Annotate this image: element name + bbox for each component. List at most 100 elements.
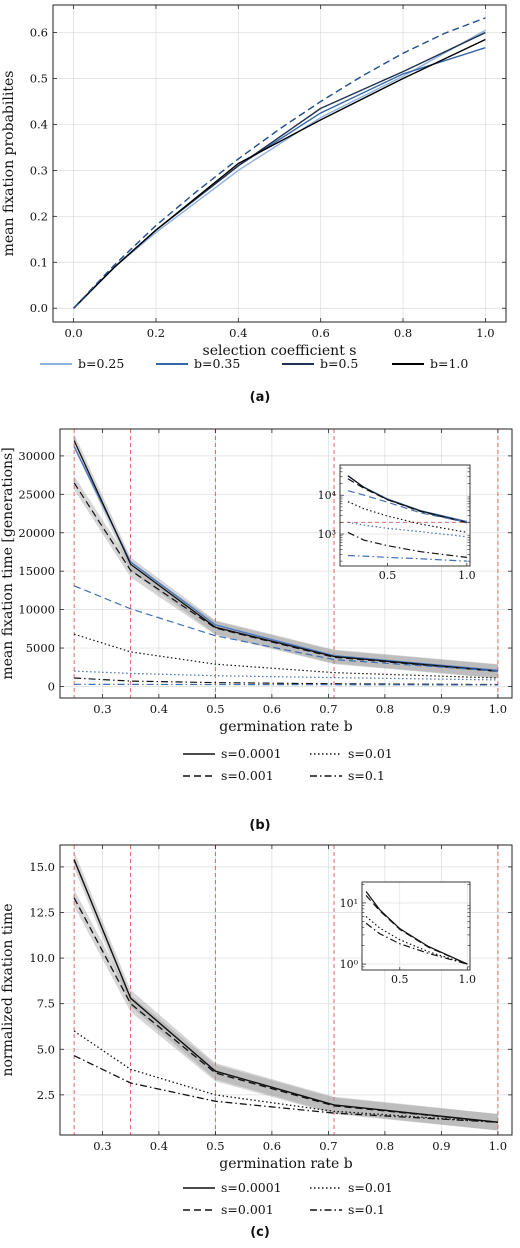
y-tick-label: 10.0 — [29, 951, 55, 965]
legend-entry: b=1.0 — [430, 356, 468, 371]
x-tick-label: 0.5 — [206, 702, 224, 716]
x-tick-label: 1.0 — [476, 326, 494, 340]
inset-series-line-2 — [365, 894, 468, 965]
y-tick-label: 20000 — [18, 526, 55, 540]
legend-entry: s=0.001 — [221, 768, 274, 783]
inset-series-line-6 — [347, 521, 467, 538]
inset-series-line-8 — [347, 554, 467, 562]
y-axis-label: normalized fixation time — [0, 903, 16, 1076]
y-tick-label: 0.6 — [30, 26, 48, 40]
legend-entry: s=0.1 — [348, 768, 385, 783]
series-line-4 — [73, 38, 486, 309]
x-tick-label: 0.8 — [394, 326, 412, 340]
y-tick-label: 25000 — [18, 487, 55, 501]
y-tick-label: 10000 — [18, 603, 55, 617]
chart-panel-1: 0.0 0.2 0.4 0.6 0.8 1.0 0.0 0.1 0.2 0.3 0.4 0.5 0.6 s… — [1, 4, 507, 405]
y-tick-label: 0.0 — [30, 301, 48, 315]
inset-y-tick-label: 10³ — [318, 528, 336, 541]
legend-entry: b=0.25 — [78, 356, 124, 371]
series-line-4 — [73, 585, 498, 672]
y-tick-label: 5000 — [26, 641, 55, 655]
x-tick-label: 0.0 — [64, 326, 82, 340]
series-line-4 — [73, 1055, 498, 1123]
x-tick-label: 0.6 — [263, 1139, 281, 1153]
y-tick-label: 0 — [48, 679, 55, 693]
x-tick-label: 1.0 — [489, 1139, 507, 1153]
x-tick-label: 0.3 — [93, 1139, 111, 1153]
chart-panel-3: 0.3 0.4 0.5 0.6 0.7 0.8 0.9 1.0 2.5 5.0 7.5 10.0 12.… — [0, 844, 513, 1240]
x-tick-label: 0.5 — [206, 1139, 224, 1153]
series-line-5 — [73, 17, 486, 309]
y-tick-label: 30000 — [18, 449, 55, 463]
series-line-7 — [74, 677, 498, 686]
inset-frame — [361, 881, 471, 971]
inset-series-line-5 — [347, 501, 467, 534]
inset-x-tick-label: 0.5 — [391, 973, 409, 986]
inset-background — [340, 465, 470, 566]
series-line-2 — [73, 47, 486, 309]
x-tick-label: 0.9 — [432, 702, 450, 716]
y-axis-label: mean fixation probabilites — [1, 71, 17, 257]
y-tick-label: 0.4 — [30, 117, 48, 131]
y-tick-label: 15000 — [18, 564, 55, 578]
x-axis-label: germination rate b — [219, 719, 352, 735]
inset-background — [362, 882, 470, 970]
chart-panel-2: 0.3 0.4 0.5 0.6 0.7 0.8 0.9 1.0 0 5000 10000 15000 2… — [0, 428, 513, 833]
x-tick-label: 0.2 — [147, 326, 165, 340]
inset-series-line-4 — [347, 490, 467, 523]
inset-plot: 0.5 1.0 10⁰ 10¹ — [340, 881, 477, 986]
y-tick-label: 0.5 — [30, 72, 48, 86]
y-tick-label: 15.0 — [29, 860, 55, 874]
panel-label: (b) — [249, 818, 270, 833]
inset-series-line-4 — [365, 922, 468, 965]
y-axis-label: mean fixation time [generations] — [0, 447, 16, 679]
x-tick-label: 0.4 — [229, 326, 247, 340]
inset-y-tick-label: 10⁰ — [340, 958, 359, 971]
x-tick-label: 0.8 — [376, 1139, 394, 1153]
inset-x-tick-label: 1.0 — [459, 973, 477, 986]
legend-entry: s=0.1 — [348, 1202, 385, 1217]
legend-entry: s=0.01 — [348, 1180, 393, 1195]
x-tick-label: 0.3 — [93, 702, 111, 716]
y-tick-label: 7.5 — [37, 997, 55, 1011]
inset-y-tick-label: 10⁴ — [318, 489, 337, 502]
x-tick-label: 0.9 — [432, 1139, 450, 1153]
legend-entry: s=0.0001 — [221, 1180, 282, 1195]
panel-label: (a) — [250, 390, 271, 405]
series-line-3 — [73, 1030, 498, 1123]
x-tick-label: 0.4 — [150, 702, 168, 716]
x-tick-label: 0.8 — [376, 702, 394, 716]
x-tick-label: 0.7 — [319, 702, 337, 716]
panel-label: (c) — [250, 1225, 270, 1240]
plot-frame — [59, 844, 513, 1136]
x-tick-label: 0.6 — [263, 702, 281, 716]
inset-x-tick-label: 1.0 — [458, 569, 476, 582]
series-line-2 — [73, 897, 498, 1123]
series-line-6 — [74, 670, 498, 681]
y-tick-label: 5.0 — [37, 1042, 55, 1056]
plot-frame — [52, 4, 507, 323]
y-tick-label: 12.5 — [29, 905, 55, 919]
x-axis-label: selection coefficient s — [203, 343, 357, 359]
x-tick-label: 1.0 — [489, 702, 507, 716]
inset-series-line-7 — [347, 531, 467, 558]
legend: b=0.25 b=0.35 b=0.5 b=1.0 — [40, 356, 468, 371]
inset-x-tick-label: 0.5 — [379, 569, 397, 582]
series-line-8 — [74, 683, 498, 686]
series-line-3 — [73, 482, 498, 673]
inset-plot: 0.5 1.0 10³ 10⁴ — [318, 464, 476, 582]
inset-series-line-3 — [365, 916, 468, 965]
x-axis-label: germination rate b — [219, 1156, 352, 1172]
series-line-1 — [73, 29, 486, 309]
x-tick-label: 0.7 — [319, 1139, 337, 1153]
series-line-5 — [73, 633, 498, 679]
legend-entry: s=0.0001 — [221, 746, 282, 761]
x-tick-label: 0.4 — [150, 1139, 168, 1153]
plot-frame — [59, 428, 513, 699]
legend-entry: b=0.35 — [194, 356, 240, 371]
legend: s=0.0001 s=0.01 s=0.001 s=0.1 — [183, 1180, 393, 1217]
legend-entry: s=0.01 — [348, 746, 393, 761]
inset-series-line-3 — [347, 478, 467, 524]
y-tick-label: 0.1 — [30, 255, 48, 269]
